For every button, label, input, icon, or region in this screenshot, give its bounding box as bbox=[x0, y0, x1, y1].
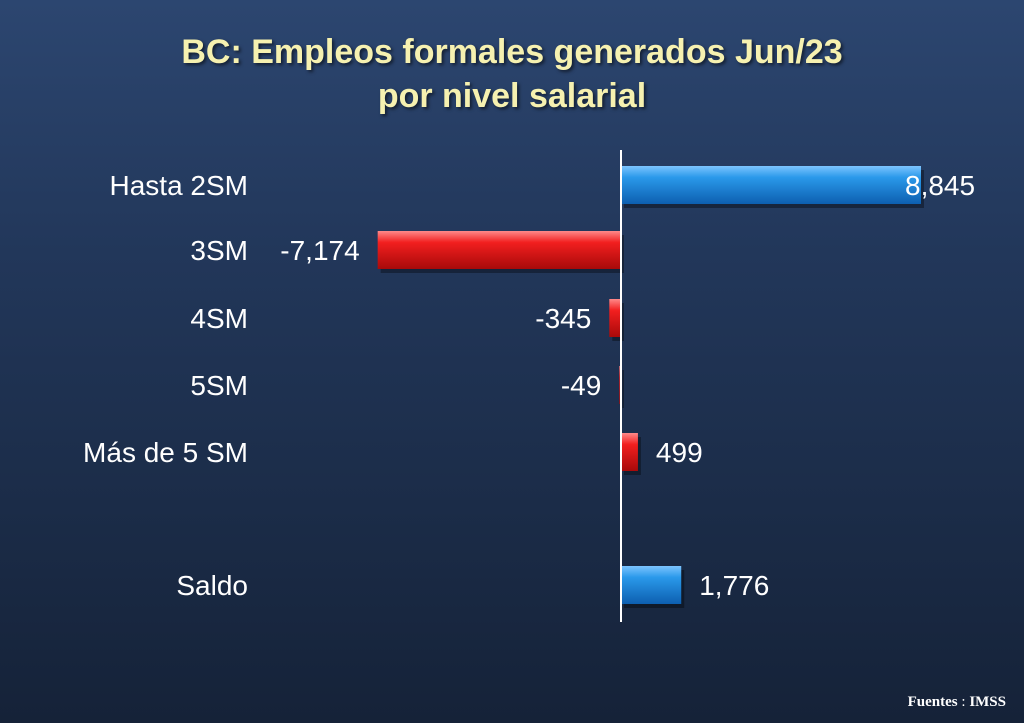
source-label: Fuentes bbox=[907, 694, 958, 710]
value-label: 8,845 bbox=[905, 170, 975, 201]
category-label: Saldo bbox=[176, 570, 248, 601]
bar bbox=[621, 166, 921, 204]
chart-title-line2: por nivel salarial bbox=[377, 77, 647, 115]
bar bbox=[609, 299, 621, 337]
source-note: Fuentes : IMSS bbox=[908, 694, 1006, 711]
chart-title-line1: BC: Empleos formales generados Jun/23 bbox=[181, 33, 843, 71]
source-value: IMSS bbox=[969, 694, 1006, 710]
value-label: -345 bbox=[535, 303, 591, 334]
category-label: 4SM bbox=[190, 303, 248, 334]
category-label: Hasta 2SM bbox=[110, 170, 249, 201]
category-label: Más de 5 SM bbox=[83, 437, 248, 468]
value-label: 1,776 bbox=[699, 570, 769, 601]
bar bbox=[377, 231, 621, 269]
category-label: 5SM bbox=[190, 370, 248, 401]
category-label: 3SM bbox=[190, 235, 248, 266]
bar bbox=[621, 566, 682, 604]
bar-shadow bbox=[622, 370, 624, 408]
value-label: -7,174 bbox=[280, 235, 359, 266]
value-label: 499 bbox=[656, 437, 703, 468]
bar bbox=[621, 433, 638, 471]
value-label: -49 bbox=[561, 370, 601, 401]
source-separator: : bbox=[957, 694, 970, 710]
